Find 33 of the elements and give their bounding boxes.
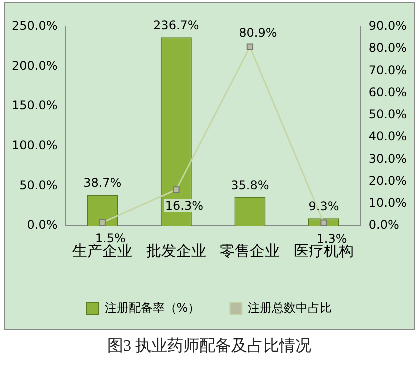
y2-tick-label: 60.0% <box>368 85 408 100</box>
data-label: 236.7% <box>154 18 200 33</box>
y-tick-label: 250.0% <box>12 19 58 34</box>
x-tick-label: 零售企业 <box>220 242 280 260</box>
y2-tick-label: 30.0% <box>368 152 408 166</box>
y2-tick-label: 20.0% <box>368 174 408 188</box>
point <box>99 219 106 226</box>
legend-label: 注册总数中占比 <box>248 301 332 316</box>
y2-tick-label: 10.0% <box>368 196 408 210</box>
data-label: 80.9% <box>239 26 278 40</box>
y-tick-label: 200.0% <box>12 58 58 73</box>
y-tick-label: 0.0% <box>27 218 58 232</box>
data-label: 35.8% <box>231 178 270 193</box>
text: 图3 执业药师配备及占比情况 <box>106 336 312 357</box>
data-label: 1.5% <box>95 232 126 246</box>
data-label: 38.7% <box>84 176 122 190</box>
y2-tick-label: 90.0% <box>368 19 408 34</box>
y-tick-label: 150.0% <box>12 98 58 113</box>
y2-tick-label: 0.0% <box>368 218 400 232</box>
y-tick-label: 50.0% <box>20 178 58 192</box>
data-label: 9.3% <box>308 200 340 214</box>
y-tick-label: 100.0% <box>12 138 58 153</box>
legend-label: 注册配备率（%） <box>104 301 200 316</box>
y2-tick-label: 80.0% <box>368 41 408 56</box>
x-tick-label: 批发企业 <box>146 242 206 260</box>
y2-tick-label: 40.0% <box>368 130 408 144</box>
point <box>246 44 254 50</box>
point <box>320 220 328 226</box>
y2-tick-label: 70.0% <box>368 63 408 78</box>
y2-tick-label: 50.0% <box>368 108 408 122</box>
data-label: 16.3% <box>165 198 204 213</box>
point <box>173 186 180 194</box>
data-label: 1.3% <box>316 232 348 246</box>
